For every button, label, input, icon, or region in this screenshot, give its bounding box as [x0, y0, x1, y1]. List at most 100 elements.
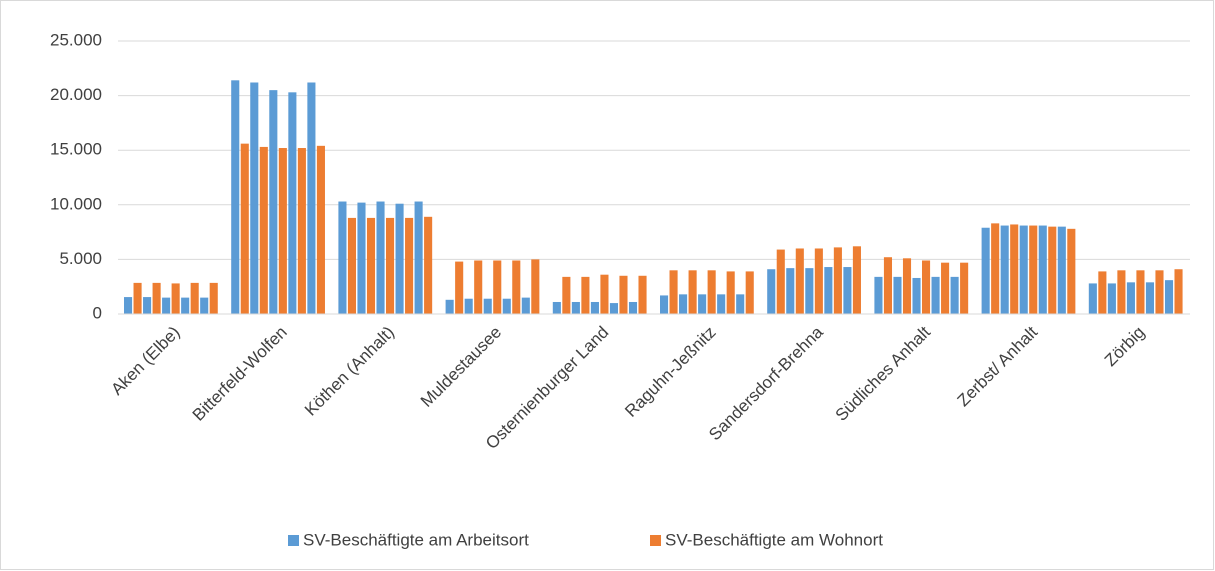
legend-label: SV-Beschäftigte am Arbeitsort: [303, 530, 529, 549]
bar: [776, 249, 785, 314]
bar: [338, 201, 347, 314]
bar: [474, 260, 483, 314]
bar: [316, 145, 325, 314]
bar: [581, 276, 590, 314]
bar: [786, 268, 795, 314]
bar: [152, 282, 161, 314]
bar: [902, 258, 912, 314]
bar: [1107, 283, 1116, 314]
y-tick-label: 10.000: [50, 194, 102, 213]
bar: [1117, 270, 1126, 314]
bar: [240, 143, 249, 314]
y-tick-label: 20.000: [50, 85, 102, 104]
bar: [209, 282, 218, 314]
bar: [941, 262, 950, 314]
bar: [679, 294, 688, 314]
bar: [395, 203, 404, 314]
bar: [600, 274, 609, 314]
bar: [512, 260, 521, 314]
bar: [609, 303, 619, 314]
legend-swatch: [650, 535, 661, 546]
bar: [874, 276, 883, 314]
bar: [386, 217, 395, 314]
bar: [1164, 280, 1174, 314]
bar: [1038, 225, 1047, 314]
legend-label: SV-Beschäftigte am Wohnort: [665, 530, 883, 549]
bar: [571, 301, 580, 314]
bar: [1048, 226, 1057, 314]
bar: [250, 82, 259, 314]
bar: [1155, 270, 1164, 314]
bar: [133, 282, 142, 314]
bar: [1000, 225, 1009, 314]
bar: [991, 223, 1000, 314]
bar: [455, 261, 464, 314]
bar: [124, 297, 133, 314]
bar: [307, 82, 316, 314]
bar: [707, 270, 716, 314]
bar: [814, 248, 823, 314]
y-tick-label: 5.000: [59, 249, 102, 268]
bar: [833, 247, 842, 314]
bar: [717, 294, 726, 314]
bar: [231, 80, 240, 314]
bar: [414, 201, 423, 314]
bar: [297, 148, 306, 314]
bar: [200, 297, 209, 314]
bar: [366, 217, 376, 314]
bar: [493, 260, 502, 314]
y-tick-label: 0: [93, 303, 102, 322]
bar: [1057, 226, 1066, 314]
bar: [445, 299, 454, 314]
bar: [960, 262, 969, 314]
bar: [288, 92, 297, 314]
bar: [562, 276, 571, 314]
bar: [1010, 224, 1019, 314]
bar: [590, 301, 599, 314]
bar: [357, 202, 366, 314]
bar: [883, 257, 893, 314]
bar: [669, 270, 678, 314]
bar: [1136, 270, 1145, 314]
bar: [1126, 282, 1135, 314]
bar: [1088, 283, 1097, 314]
bar: [795, 248, 804, 314]
bar: [502, 298, 511, 314]
bar: [483, 298, 492, 314]
legend-swatch: [288, 535, 299, 546]
bar: [805, 268, 814, 314]
bar: [347, 217, 357, 314]
bar: [1145, 282, 1155, 314]
bar: [638, 275, 647, 314]
bar: [619, 275, 628, 314]
bar: [745, 271, 754, 314]
bar: [424, 216, 433, 314]
bar: [1174, 269, 1183, 314]
bar: [922, 260, 931, 314]
bar: [893, 276, 902, 314]
y-tick-label: 15.000: [50, 140, 102, 159]
bar: [736, 294, 745, 314]
bar: [278, 148, 287, 314]
bar: [981, 227, 990, 314]
bar: [1098, 271, 1107, 314]
bar: [405, 217, 414, 314]
bar: [269, 90, 278, 314]
bar: [531, 259, 540, 314]
bar: [698, 294, 707, 314]
bar: [912, 277, 921, 314]
bar: [171, 283, 180, 314]
bar: [181, 297, 190, 314]
bar: [852, 246, 861, 314]
bar: [824, 267, 833, 314]
bar: [767, 269, 776, 314]
bar: [726, 271, 735, 314]
bar: [1019, 225, 1028, 314]
bar: [688, 270, 697, 314]
bar: [628, 301, 638, 314]
y-tick-label: 25.000: [50, 30, 102, 49]
bar: [376, 201, 385, 314]
bar: [552, 301, 561, 314]
bar: [950, 276, 959, 314]
